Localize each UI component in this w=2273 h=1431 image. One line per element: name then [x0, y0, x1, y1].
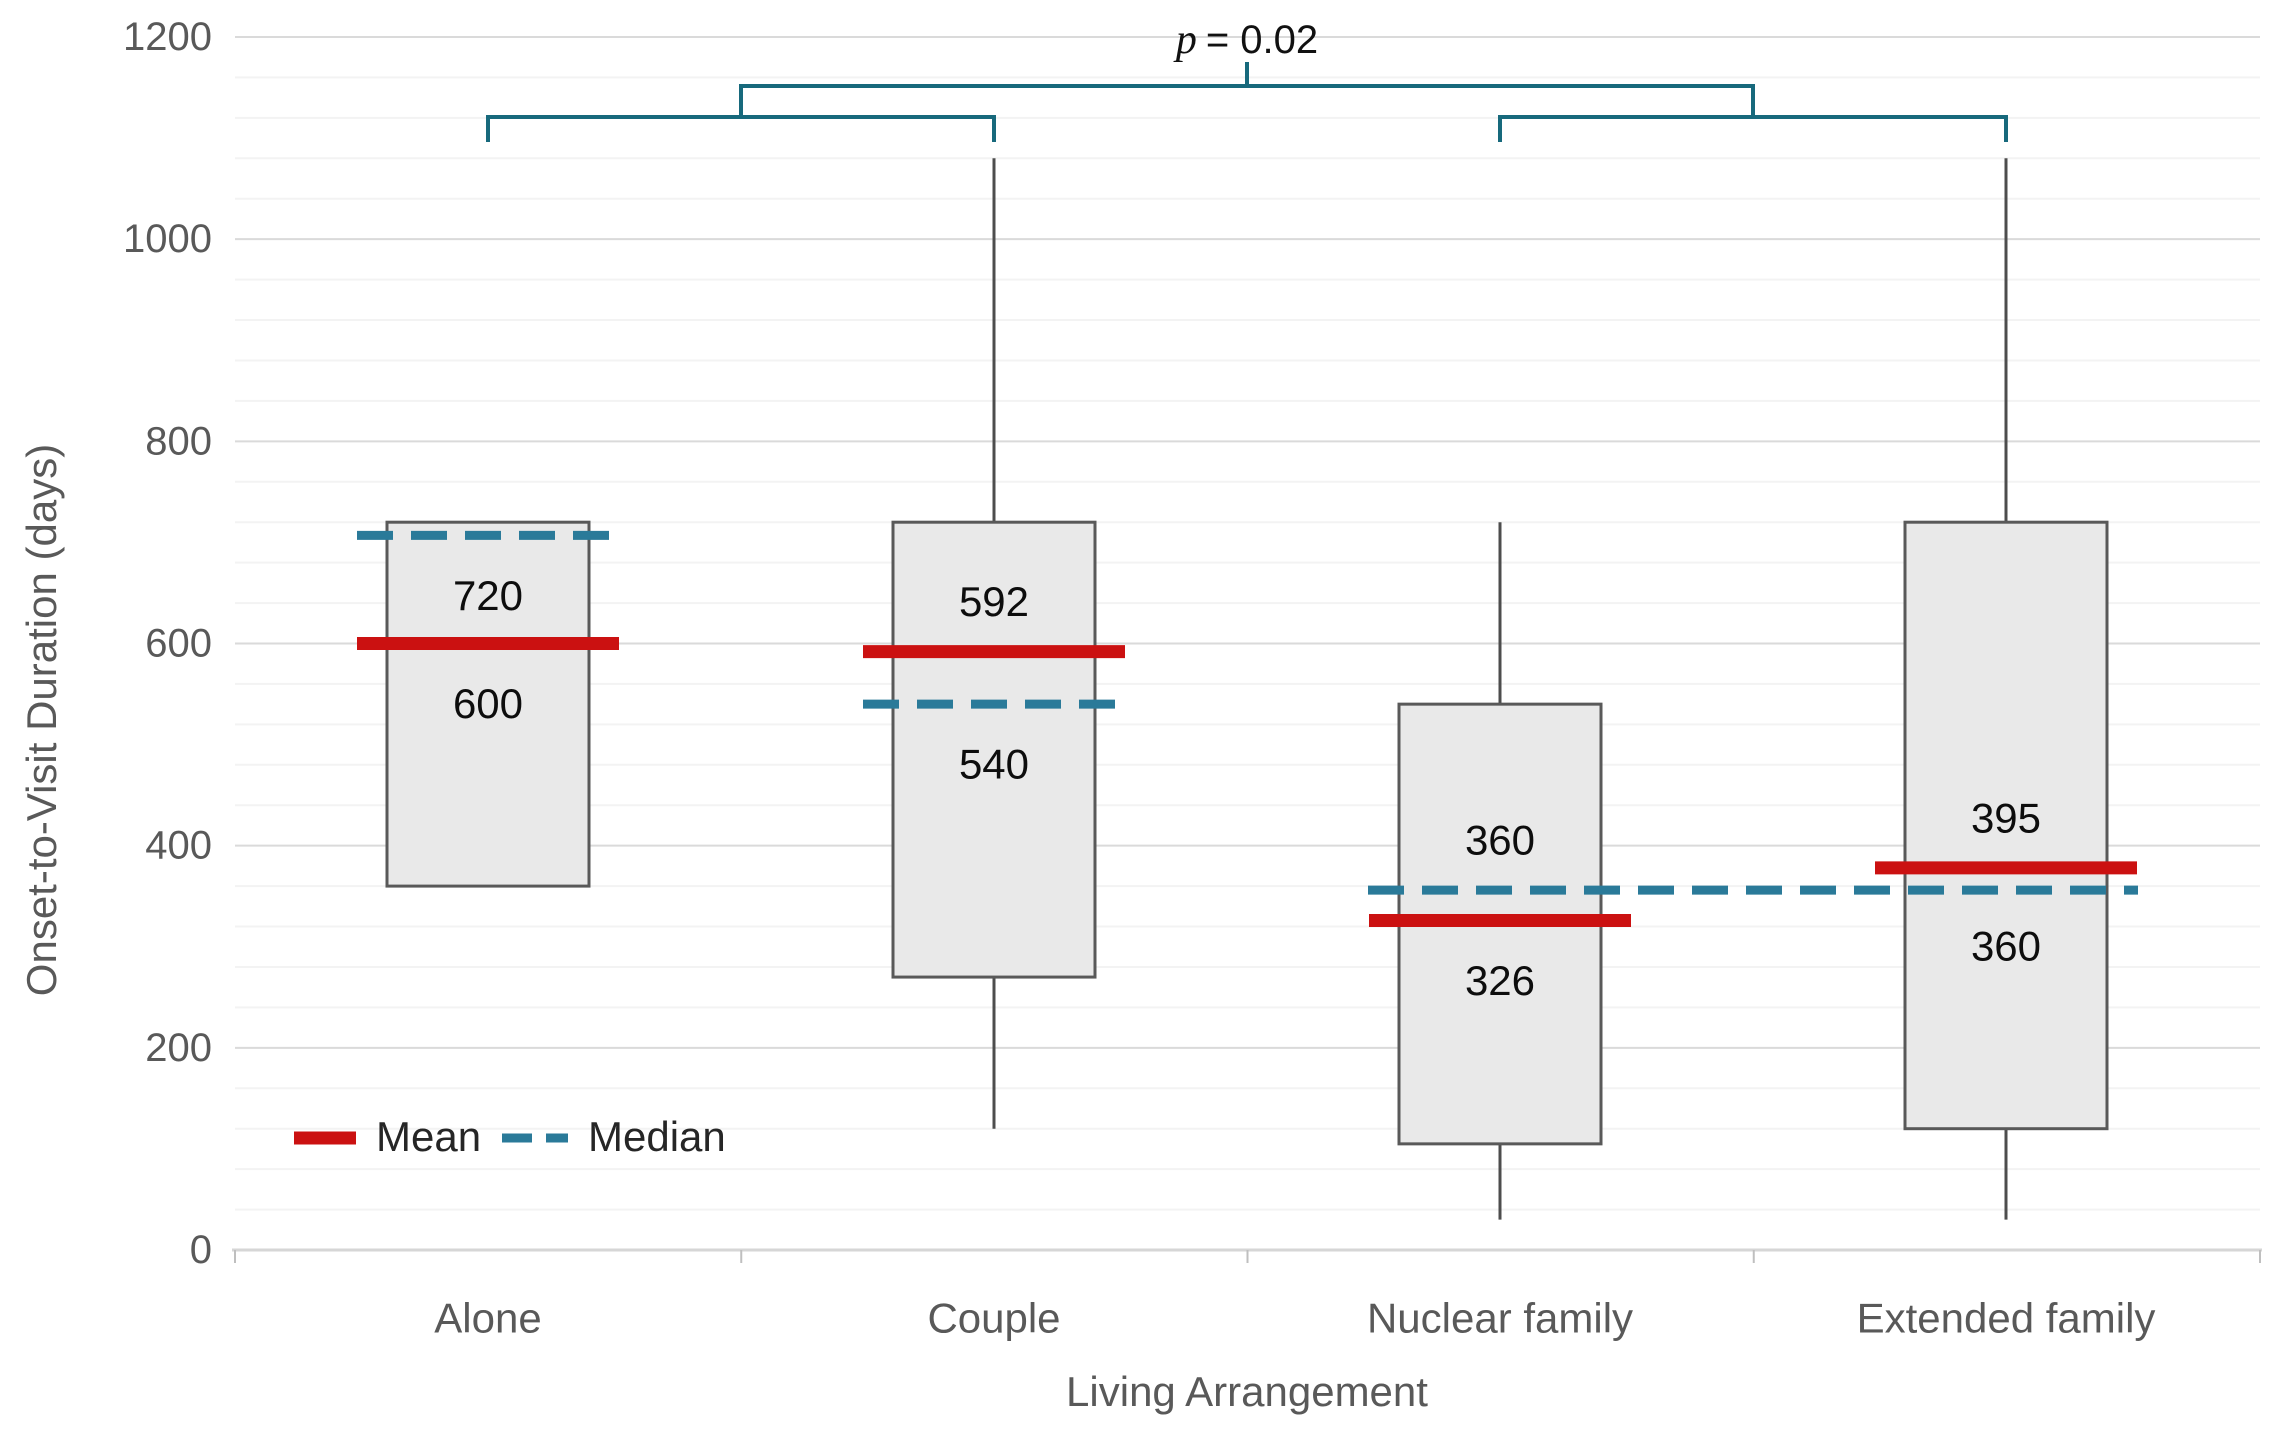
significance-bracket — [486, 62, 2008, 142]
p-symbol: p — [1175, 17, 1197, 63]
y-tick-label-400: 400 — [145, 824, 212, 868]
p-value-text: = 0.02 — [1205, 18, 1319, 62]
annotation-couple-540: 540 — [959, 741, 1029, 788]
annotation-extended-family-395: 395 — [1971, 794, 2041, 841]
x-tick-label-alone: Alone — [434, 1295, 541, 1342]
y-tick-label-200: 200 — [145, 1026, 212, 1070]
x-tick-label-couple: Couple — [927, 1295, 1060, 1342]
box-alone — [385, 520, 591, 888]
y-axis-title: Onset-to-Visit Duration (days) — [18, 443, 65, 997]
annotation-alone-600: 600 — [453, 680, 523, 727]
p-value-annotation: p = 0.02 — [1176, 16, 1318, 64]
annotation-alone-720: 720 — [453, 572, 523, 619]
box-extended-family — [1903, 520, 2109, 1131]
x-axis-title: Living Arrangement — [1066, 1368, 1428, 1415]
annotation-couple-592: 592 — [959, 578, 1029, 625]
y-tick-label-600: 600 — [145, 622, 212, 666]
y-tick-label-0: 0 — [190, 1228, 212, 1272]
x-tick-label-extended-family: Extended family — [1857, 1295, 2156, 1342]
y-tick-label-1200: 1200 — [123, 15, 212, 59]
annotation-extended-family-360: 360 — [1971, 923, 2041, 970]
annotation-nuclear-family-360: 360 — [1465, 817, 1535, 864]
box-couple — [891, 520, 1097, 979]
x-tick-label-nuclear-family: Nuclear family — [1367, 1295, 1633, 1342]
annotation-nuclear-family-326: 326 — [1465, 957, 1535, 1004]
y-tick-label-1000: 1000 — [123, 217, 212, 261]
y-tick-label-800: 800 — [145, 419, 212, 463]
legend-median-label: Median — [588, 1113, 726, 1161]
legend-mean-label: Mean — [376, 1113, 482, 1161]
